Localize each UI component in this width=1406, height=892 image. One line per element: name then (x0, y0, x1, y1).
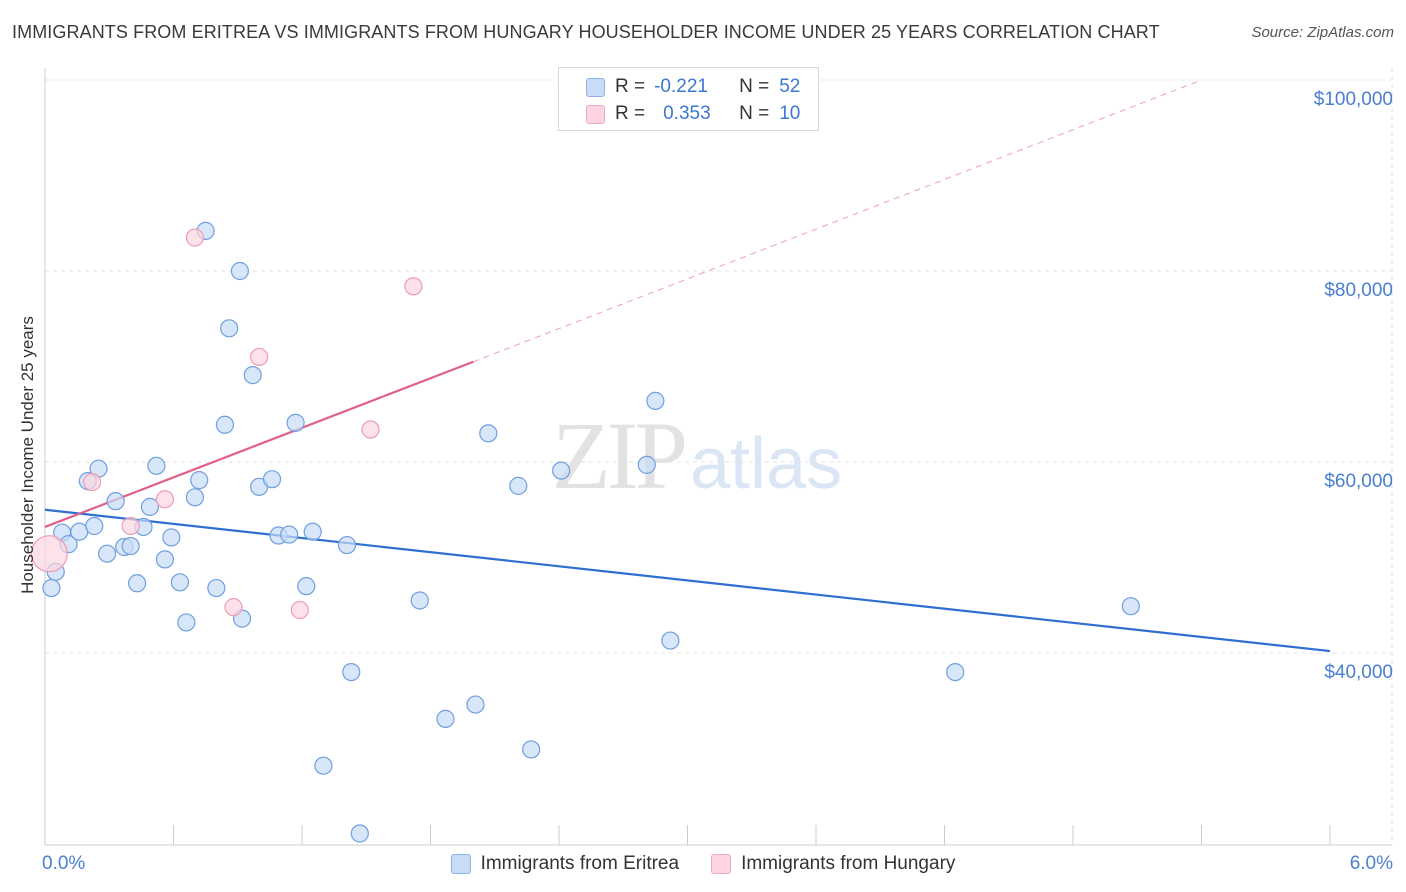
hungary-swatch (586, 104, 605, 124)
eritrea-point (637, 455, 656, 474)
n-label: N = (739, 103, 770, 124)
watermark-atlas: atlas (690, 424, 843, 504)
eritrea-point (479, 424, 498, 443)
data-points (30, 221, 1140, 843)
eritrea-swatch (450, 854, 471, 874)
eritrea-point (661, 631, 680, 650)
y-tick-label: $60,000 (1324, 471, 1393, 492)
eritrea-point (297, 577, 316, 596)
eritrea-point (410, 591, 429, 610)
hungary-point (185, 228, 205, 247)
x-tick-label: 0.0% (42, 853, 85, 874)
eritrea-point (243, 365, 262, 385)
eritrea-point (552, 461, 571, 480)
eritrea-point (140, 497, 160, 516)
legend-item-eritrea: Immigrants from Eritrea (450, 853, 680, 875)
y-axis-label: Householder Income Under 25 years (18, 316, 37, 594)
y-tick-label: $80,000 (1324, 280, 1393, 301)
eritrea-point (466, 695, 485, 714)
n-value: 52 (779, 76, 801, 97)
hungary-point (155, 490, 175, 509)
hungary-point (30, 535, 68, 573)
hungary-point (83, 472, 102, 492)
eritrea-point (155, 550, 175, 569)
tick-labels: $40,000 $60,000 $80,000 $100,000 0.0% 6.0% (42, 89, 1393, 874)
r-label: R = (615, 103, 646, 124)
eritrea-point (1121, 597, 1140, 616)
eritrea-point (509, 476, 528, 495)
n-value: 10 (779, 103, 801, 124)
eritrea-point (121, 536, 140, 556)
source-label: Source: ZipAtlas.com (1251, 24, 1394, 41)
eritrea-point (215, 415, 234, 434)
legend-row-hungary: R = 0.353 N = 10 (559, 100, 800, 128)
r-value: 0.353 (663, 103, 711, 124)
eritrea-point (646, 391, 665, 410)
trend-lines (44, 79, 1331, 653)
eritrea-point (946, 662, 965, 682)
eritrea-point (230, 261, 249, 281)
eritrea-point (314, 756, 333, 775)
eritrea-point (190, 471, 209, 490)
eritrea-point (262, 470, 282, 489)
eritrea-point (85, 516, 104, 536)
eritrea-point (342, 662, 361, 682)
watermark: ZIPatlas (552, 400, 842, 511)
eritrea-point (185, 488, 205, 507)
x-tick-label: 6.0% (1350, 853, 1393, 874)
y-tick-label: $40,000 (1324, 662, 1393, 683)
grid-lines (45, 68, 1393, 845)
eritrea-point (98, 544, 117, 563)
eritrea-point (170, 573, 190, 592)
hungary-point (290, 600, 309, 620)
eritrea-point (42, 578, 61, 598)
eritrea-point (286, 413, 305, 432)
eritrea-point (280, 525, 299, 544)
r-value: -0.221 (654, 76, 708, 97)
hungary-point (361, 420, 380, 439)
legend-label-eritrea: Immigrants from Eritrea (480, 853, 680, 874)
chart-title: IMMIGRANTS FROM ERITREA VS IMMIGRANTS FR… (12, 22, 1160, 42)
series-legend: Immigrants from Eritrea Immigrants from … (0, 850, 1406, 878)
n-label: N = (739, 76, 770, 97)
eritrea-point (162, 528, 181, 547)
eritrea-point (106, 492, 125, 511)
eritrea-point (220, 319, 239, 338)
hungary-point (224, 598, 243, 617)
eritrea-point (522, 740, 541, 759)
eritrea-point (207, 578, 226, 598)
eritrea-point (303, 522, 322, 541)
eritrea-point (350, 824, 369, 843)
eritrea-point (337, 535, 357, 555)
hungary-point (250, 347, 269, 367)
eritrea-point (127, 574, 147, 593)
eritrea-swatch (586, 77, 605, 97)
eritrea-point (147, 456, 166, 475)
axes (44, 68, 1392, 846)
r-label: R = (615, 76, 646, 97)
hungary-point (404, 277, 423, 296)
legend-item-hungary: Immigrants from Hungary (711, 853, 955, 875)
eritrea-point (436, 709, 455, 728)
hungary-trend-extension (473, 79, 1202, 363)
hungary-swatch (711, 854, 732, 874)
legend-row-eritrea: R = -0.221 N = 52 (559, 73, 800, 101)
correlation-legend: R = -0.221 N = 52 R = 0.353 N = 10 (558, 67, 819, 131)
eritrea-point (177, 613, 196, 632)
eritrea-trend-line (44, 508, 1331, 653)
watermark-zip: ZIP (552, 402, 688, 509)
y-tick-label: $100,000 (1314, 89, 1393, 110)
hungary-point (121, 516, 140, 536)
legend-label-hungary: Immigrants from Hungary (741, 853, 956, 874)
